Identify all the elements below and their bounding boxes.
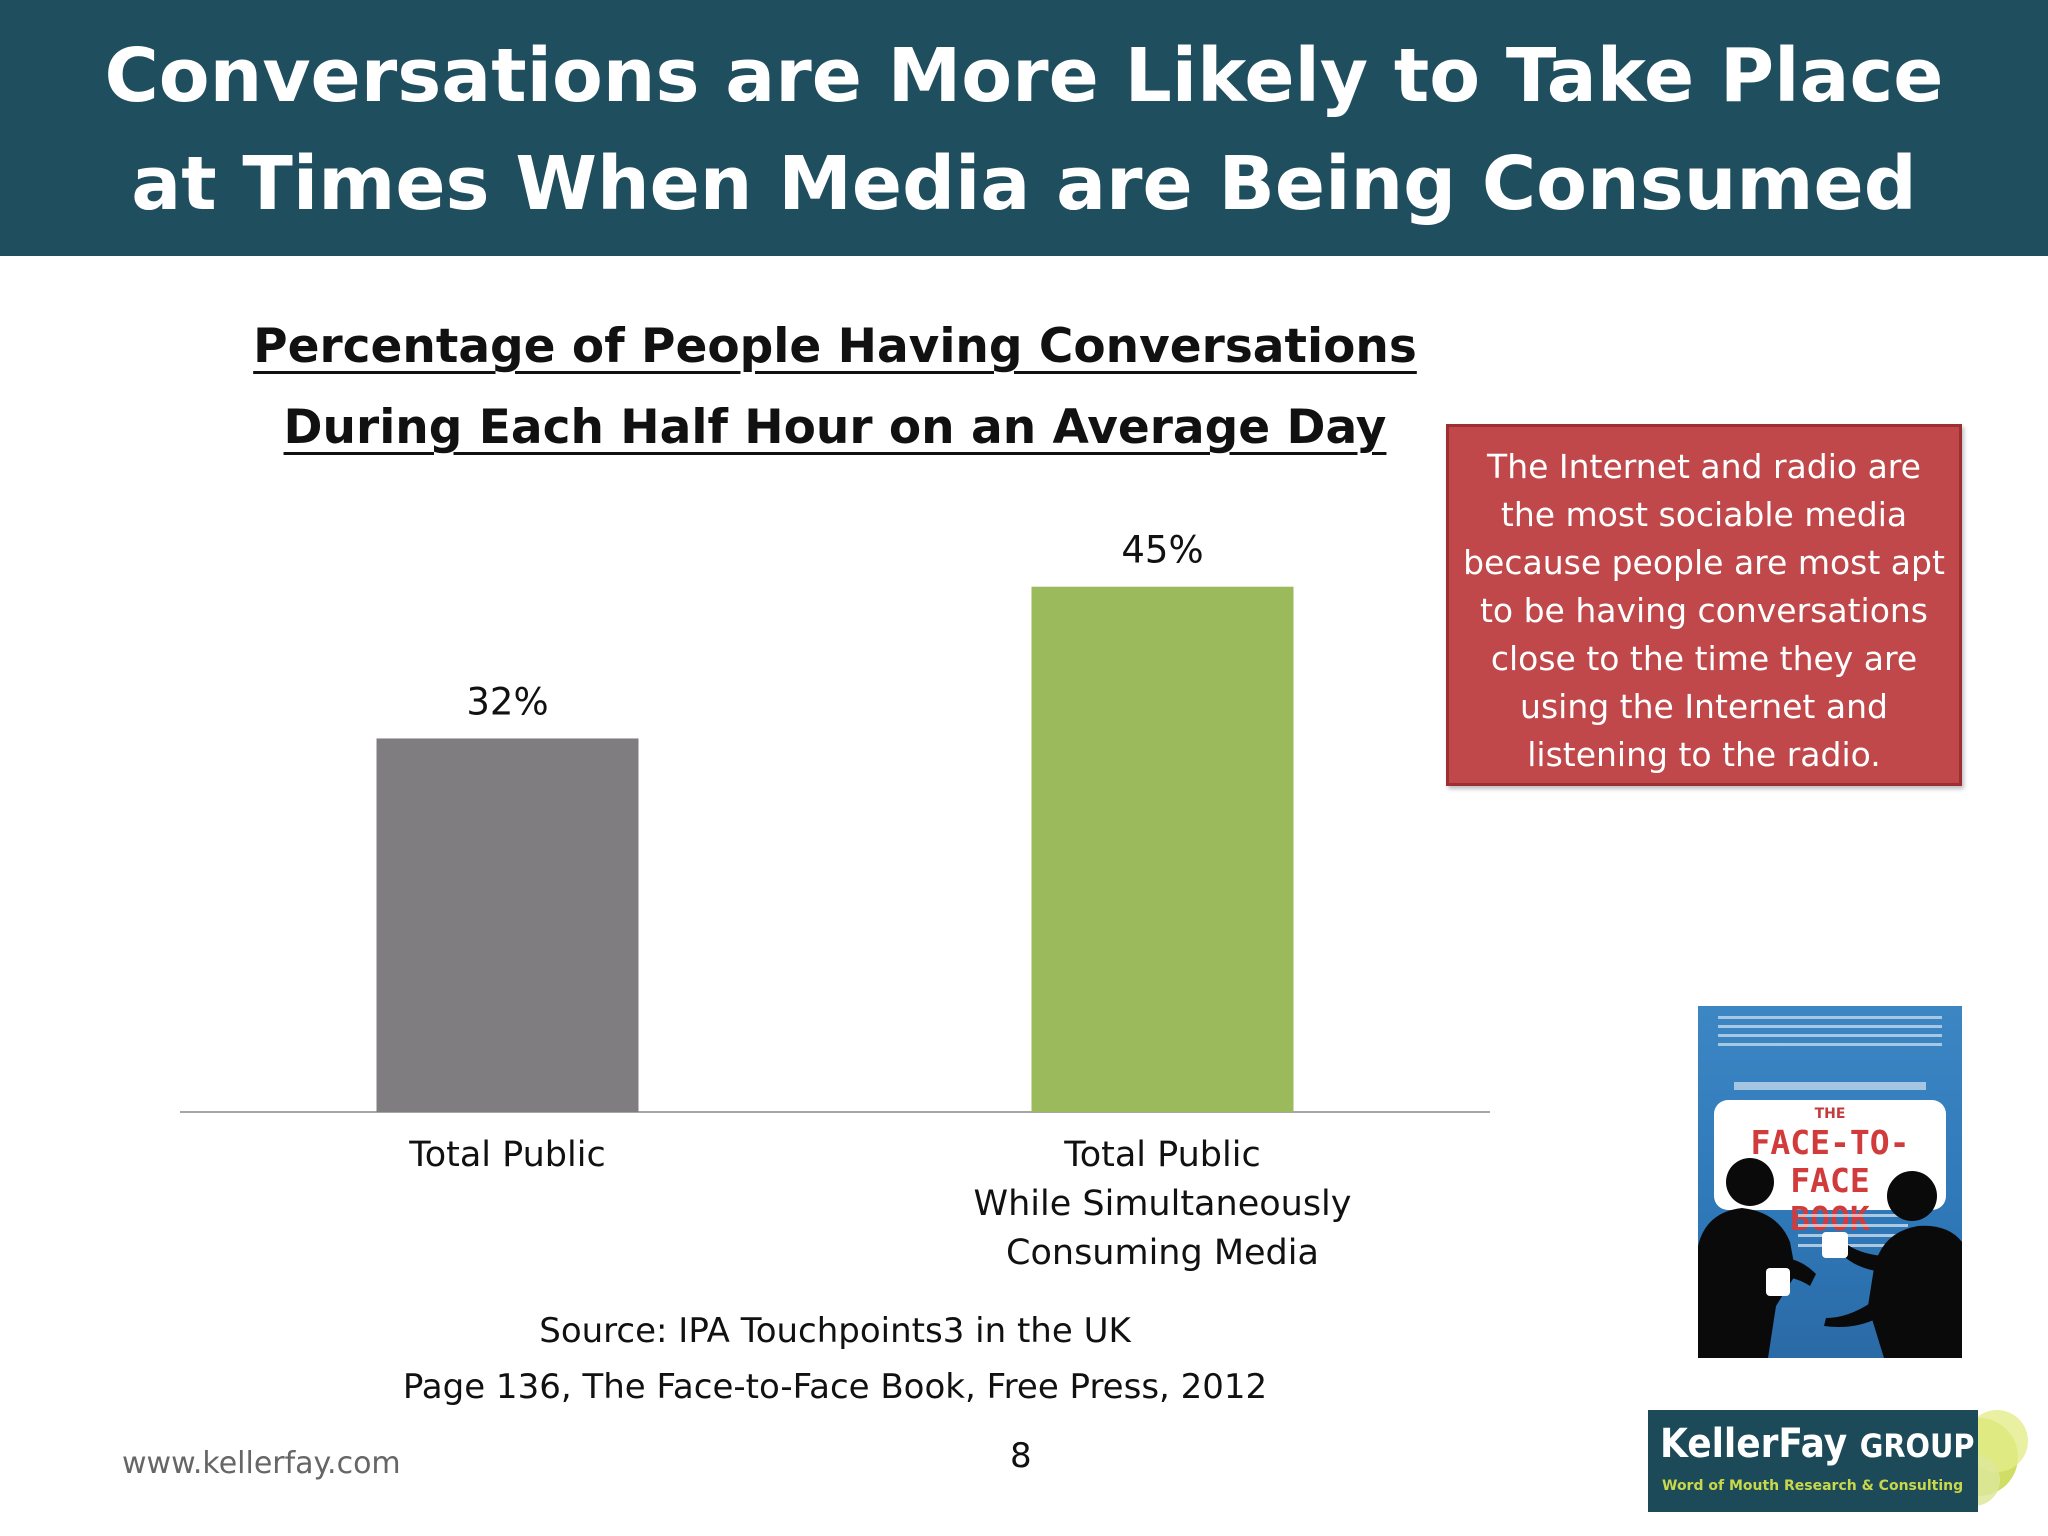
footer-url: www.kellerfay.com — [122, 1446, 401, 1481]
chart-title-line-1: Percentage of People Having Conversation… — [180, 306, 1490, 387]
bar-2 — [1031, 586, 1294, 1112]
logo-box: KellerFay GROUP Word of Mouth Research &… — [1648, 1410, 1978, 1512]
chart-title: Percentage of People Having Conversation… — [180, 306, 1490, 468]
chart-title-text-2: During Each Half Hour on an Average Day — [283, 400, 1387, 455]
kellerfay-logo: KellerFay GROUP Word of Mouth Research &… — [1648, 1410, 2038, 1516]
logo-group-text: GROUP — [1859, 1427, 1975, 1465]
book-subtitle-print — [1734, 1082, 1926, 1090]
category-label-2-line-2: While Simultaneously — [974, 1184, 1352, 1224]
logo-name: KellerFay GROUP — [1660, 1422, 1974, 1468]
logo-tagline: Word of Mouth Research & Consulting — [1662, 1478, 1964, 1494]
bar-value-label-1: 32% — [466, 680, 548, 723]
book-fine-print — [1718, 1016, 1942, 1050]
slide-title: Conversations are More Likely to Take Pl… — [0, 22, 2048, 238]
page-number: 8 — [1010, 1436, 1032, 1476]
book-thought-bubble: THE FACE-TO-FACE BOOK — [1714, 1100, 1946, 1238]
bar-chart: 32% Total Public 45% Total Public While Simu… — [180, 529, 1490, 1273]
source-note: Source: IPA Touchpoints3 in the UK Page … — [330, 1303, 1340, 1415]
slide-header: Conversations are More Likely to Take Pl… — [0, 0, 2048, 256]
chart-title-text-1: Percentage of People Having Conversation… — [253, 319, 1417, 374]
category-label-1-line-1: Total Public — [408, 1135, 605, 1175]
chart-title-line-2: During Each Half Hour on an Average Day — [180, 387, 1490, 468]
slide-title-line-2: at Times When Media are Being Consumed — [131, 141, 1917, 227]
book-cover-image: THE FACE-TO-FACE BOOK — [1698, 1006, 1962, 1358]
bar-value-label-2: 45% — [1121, 529, 1203, 572]
source-line-2: Page 136, The Face-to-Face Book, Free Pr… — [402, 1367, 1268, 1407]
source-line-1: Source: IPA Touchpoints3 in the UK — [539, 1311, 1131, 1351]
category-label-2-line-1: Total Public — [1063, 1135, 1260, 1175]
book-title-line-1: FACE-TO-FACE — [1750, 1123, 1910, 1200]
logo-name-text: KellerFay — [1660, 1421, 1848, 1467]
slide-title-line-1: Conversations are More Likely to Take Pl… — [104, 33, 1944, 119]
callout-box: The Internet and radio are the most soci… — [1446, 424, 1962, 786]
category-label-2-line-3: Consuming Media — [1006, 1233, 1319, 1273]
book-title-the: THE — [1814, 1106, 1846, 1122]
bar-1 — [376, 738, 639, 1112]
book-silhouettes-icon — [1698, 1158, 1962, 1358]
